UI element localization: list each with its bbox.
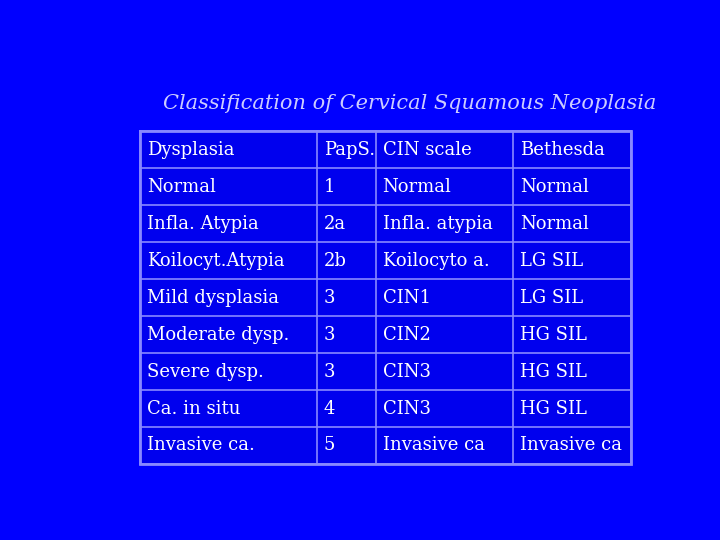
Text: Normal: Normal	[382, 178, 451, 196]
Text: CIN3: CIN3	[382, 400, 431, 417]
Text: Bethesda: Bethesda	[520, 141, 605, 159]
Text: Classification of Cervical Squamous Neoplasia: Classification of Cervical Squamous Neop…	[163, 94, 656, 113]
Text: Dysplasia: Dysplasia	[147, 141, 235, 159]
Text: 2a: 2a	[324, 215, 346, 233]
Text: LG SIL: LG SIL	[520, 289, 583, 307]
Bar	[140, 131, 631, 464]
Text: HG SIL: HG SIL	[520, 362, 587, 381]
Text: LG SIL: LG SIL	[520, 252, 583, 269]
Text: Invasive ca: Invasive ca	[382, 436, 485, 455]
Text: CIN1: CIN1	[382, 289, 431, 307]
Text: 5: 5	[324, 436, 335, 455]
Text: Infla. atypia: Infla. atypia	[382, 215, 492, 233]
Text: Mild dysplasia: Mild dysplasia	[147, 289, 279, 307]
Text: HG SIL: HG SIL	[520, 326, 587, 343]
Text: PapS.: PapS.	[324, 141, 375, 159]
Text: CIN scale: CIN scale	[382, 141, 472, 159]
Text: Moderate dysp.: Moderate dysp.	[147, 326, 289, 343]
Text: HG SIL: HG SIL	[520, 400, 587, 417]
Text: Infla. Atypia: Infla. Atypia	[147, 215, 258, 233]
Text: 4: 4	[324, 400, 335, 417]
Text: Normal: Normal	[520, 178, 589, 196]
Text: Invasive ca.: Invasive ca.	[147, 436, 255, 455]
Text: CIN3: CIN3	[382, 362, 431, 381]
Text: Ca. in situ: Ca. in situ	[147, 400, 240, 417]
Text: 3: 3	[324, 362, 336, 381]
Text: Normal: Normal	[147, 178, 216, 196]
Text: 3: 3	[324, 326, 336, 343]
Text: Normal: Normal	[520, 215, 589, 233]
Text: Koilocyto a.: Koilocyto a.	[382, 252, 490, 269]
Text: Koilocyt.Atypia: Koilocyt.Atypia	[147, 252, 284, 269]
Text: 3: 3	[324, 289, 336, 307]
Text: Severe dysp.: Severe dysp.	[147, 362, 264, 381]
Text: Invasive ca: Invasive ca	[520, 436, 622, 455]
Text: CIN2: CIN2	[382, 326, 431, 343]
Text: 2b: 2b	[324, 252, 346, 269]
Text: 1: 1	[324, 178, 336, 196]
